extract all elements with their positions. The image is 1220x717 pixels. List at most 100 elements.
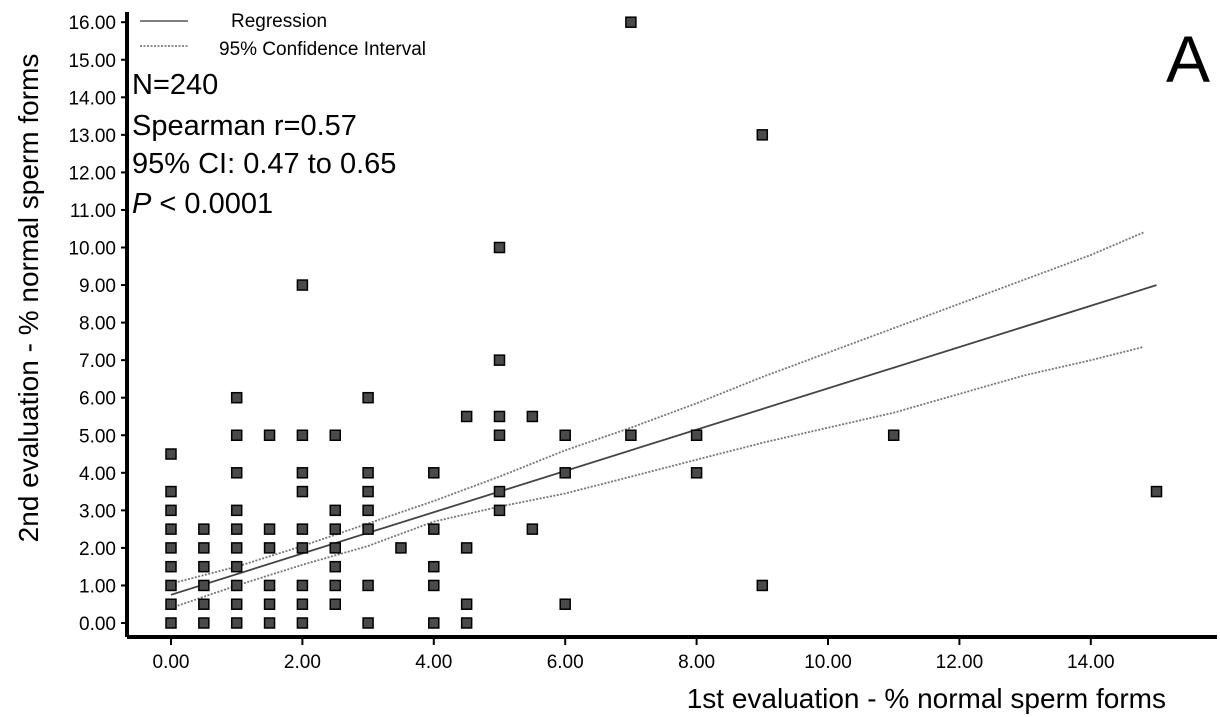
data-point: [756, 129, 769, 141]
stats-p-symbol: P: [132, 188, 152, 220]
data-point: [198, 542, 210, 554]
data-point: [165, 598, 177, 610]
data-point: [230, 598, 243, 610]
data-point: [263, 598, 276, 610]
y-tick-label: 11.00: [70, 201, 116, 222]
legend: Regression 95% Confidence Interval: [140, 11, 426, 60]
data-point: [230, 523, 243, 535]
data-point: [428, 617, 440, 629]
data-point: [263, 429, 276, 441]
data-point: [329, 542, 341, 554]
legend-ci-label: 95% Confidence Interval: [219, 39, 426, 60]
data-point: [460, 598, 473, 610]
legend-regression-label: Regression: [231, 11, 327, 32]
data-point: [230, 429, 243, 441]
data-point: [165, 504, 177, 517]
data-point: [625, 429, 637, 441]
x-tick-label: 0.00: [153, 652, 190, 673]
data-point: [165, 579, 177, 592]
data-point: [362, 579, 374, 592]
data-point: [526, 523, 539, 535]
y-tick-label: 5.00: [79, 426, 116, 447]
data-point: [559, 429, 571, 441]
data-point: [296, 523, 309, 535]
x-tick-label: 4.00: [415, 652, 452, 673]
data-point: [493, 354, 506, 366]
data-point: [296, 579, 309, 592]
data-point: [1150, 485, 1163, 498]
data-point: [263, 523, 276, 535]
data-point: [329, 429, 341, 441]
data-point: [230, 391, 243, 404]
data-points: [165, 16, 1163, 629]
y-tick-label: 3.00: [79, 501, 116, 522]
data-point: [263, 617, 276, 629]
ci-upper-line: [170, 231, 1144, 585]
x-tick-label: 14.00: [1067, 652, 1115, 673]
data-point: [198, 523, 210, 535]
data-point: [428, 523, 440, 535]
data-point: [198, 579, 210, 592]
data-point: [428, 579, 440, 592]
stats-p: P < 0.0001: [132, 188, 273, 220]
x-ticks: 0.00 2.00 4.00 6.00 8.00 10.00 12.00 14.00: [153, 637, 1115, 673]
data-point: [460, 410, 473, 423]
ci-lower-line: [170, 346, 1144, 609]
data-point: [329, 579, 341, 592]
data-point: [296, 467, 309, 479]
data-point: [329, 523, 341, 535]
data-point: [329, 504, 341, 517]
data-point: [329, 560, 341, 573]
x-tick-label: 8.00: [678, 652, 715, 673]
data-point: [362, 467, 374, 479]
data-point: [198, 598, 210, 610]
data-point: [493, 429, 506, 441]
data-point: [493, 410, 506, 423]
data-point: [198, 560, 210, 573]
data-point: [296, 279, 309, 291]
data-point: [362, 617, 374, 629]
data-point: [493, 485, 506, 498]
y-tick-label: 10.00: [68, 239, 116, 260]
data-point: [198, 617, 210, 629]
y-tick-label: 1.00: [79, 576, 116, 597]
x-tick-label: 6.00: [547, 652, 584, 673]
y-tick-label: 15.00: [68, 51, 116, 72]
data-point: [230, 467, 243, 479]
data-point: [362, 485, 374, 498]
data-point: [165, 542, 177, 554]
data-point: [230, 560, 243, 573]
data-point: [263, 579, 276, 592]
data-point: [165, 485, 177, 498]
data-point: [296, 617, 309, 629]
data-point: [428, 467, 440, 479]
y-tick-label: 2.00: [79, 539, 116, 560]
axes: [125, 12, 1217, 639]
data-point: [493, 504, 506, 517]
panel-label: A: [1166, 22, 1210, 96]
stats-spearman: Spearman r=0.57: [132, 110, 357, 142]
data-point: [690, 429, 703, 441]
data-point: [296, 542, 309, 554]
stats-p-value: < 0.0001: [151, 188, 273, 220]
y-ticks: 0.00 1.00 2.00 3.00 4.00 5.00 6.00 7.00 8.00 9.00…: [68, 13, 127, 635]
y-tick-label: 14.00: [68, 88, 116, 109]
data-point: [625, 16, 637, 28]
data-point: [362, 523, 374, 535]
regression-line: [170, 284, 1157, 596]
y-axis-title: 2nd evaluation - % normal sperm forms: [13, 54, 44, 543]
data-point: [165, 448, 177, 460]
data-point: [165, 617, 177, 629]
data-point: [559, 467, 571, 479]
data-point: [395, 542, 407, 554]
data-point: [230, 504, 243, 517]
y-tick-label: 6.00: [79, 389, 116, 410]
y-tick-label: 0.00: [79, 614, 116, 635]
data-point: [230, 579, 243, 592]
stats-annotation: N=240 Spearman r=0.57 95% CI: 0.47 to 0.…: [132, 69, 396, 220]
y-tick-label: 16.00: [68, 13, 116, 34]
data-point: [230, 542, 243, 554]
data-point: [460, 617, 473, 629]
data-point: [296, 598, 309, 610]
